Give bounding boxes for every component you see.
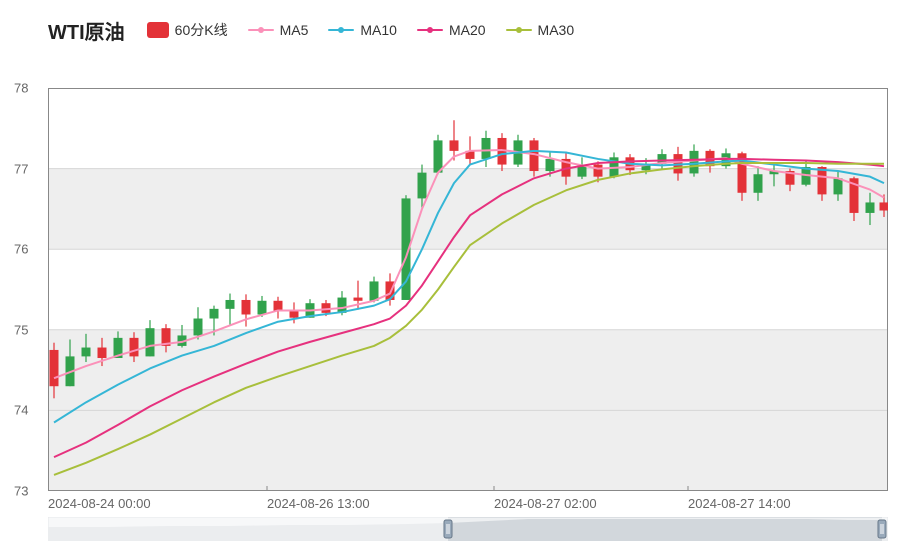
legend-item[interactable]: MA10 [328,22,397,38]
x-tick-label: 2024-08-26 13:00 [267,496,370,511]
legend-label: MA5 [280,22,309,38]
plot-svg [48,88,888,491]
y-tick-label: 75 [14,322,28,337]
chart-header: WTI原油 60分K线 MA5 MA10 MA20 MA30 [0,0,919,50]
legend-label: MA30 [538,22,575,38]
y-tick-label: 78 [14,81,28,96]
legend-label: MA20 [449,22,486,38]
y-tick-label: 74 [14,403,28,418]
y-tick-label: 73 [14,484,28,499]
legend-item[interactable]: MA20 [417,22,486,38]
navigator-svg [48,517,888,541]
x-tick-label: 2024-08-24 00:00 [48,496,151,511]
legend: 60分K线 MA5 MA10 MA20 MA30 [147,20,574,40]
swatch-box-icon [147,22,169,38]
legend-item[interactable]: MA5 [248,22,309,38]
legend-item[interactable]: MA30 [506,22,575,38]
y-tick-label: 76 [14,242,28,257]
legend-label: MA10 [360,22,397,38]
y-tick-label: 77 [14,161,28,176]
price-chart[interactable]: 7374757677782024-08-24 00:002024-08-26 1… [48,88,888,491]
x-tick-label: 2024-08-27 02:00 [494,496,597,511]
legend-item[interactable]: 60分K线 [147,20,228,40]
chart-title: WTI原油 [48,16,125,45]
navigator[interactable] [48,517,888,541]
legend-label: 60分K线 [175,20,228,40]
x-tick-label: 2024-08-27 14:00 [688,496,791,511]
